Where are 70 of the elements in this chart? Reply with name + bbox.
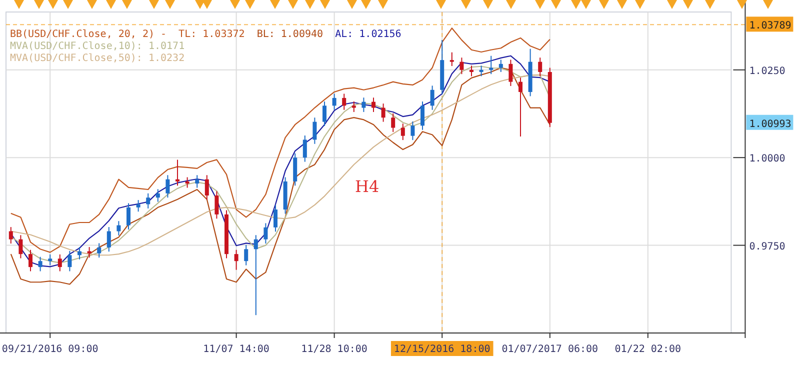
candlestick bbox=[8, 226, 13, 244]
candlestick bbox=[430, 85, 434, 110]
candlestick bbox=[362, 97, 366, 112]
x-tick-label: 01/22 02:00 bbox=[614, 344, 682, 355]
text: TL: 1.03372 bbox=[178, 29, 245, 40]
candlestick bbox=[460, 57, 464, 75]
candlestick bbox=[498, 59, 503, 72]
candlestick bbox=[106, 226, 111, 252]
candlestick bbox=[332, 93, 336, 110]
candlestick bbox=[78, 246, 82, 260]
candlestick bbox=[410, 120, 415, 141]
x-tick-label: 11/28 10:00 bbox=[301, 344, 368, 355]
candlestick bbox=[87, 246, 92, 258]
candlestick bbox=[372, 97, 376, 112]
candlestick bbox=[244, 244, 248, 266]
annotation: H4 bbox=[355, 177, 380, 196]
candlestick bbox=[234, 249, 238, 270]
candlestick bbox=[58, 254, 62, 272]
text: AL: 1.02156 bbox=[335, 29, 402, 40]
candlestick bbox=[176, 159, 180, 186]
y-tick-label: 1.0000 bbox=[749, 154, 786, 165]
candlestick bbox=[450, 52, 454, 67]
candlestick bbox=[274, 204, 278, 232]
candlestick bbox=[185, 176, 190, 188]
candlestick bbox=[18, 234, 23, 259]
candlestick bbox=[166, 174, 170, 198]
candlestick bbox=[38, 256, 42, 272]
candlestick bbox=[312, 117, 317, 144]
text: MVA(USD/CHF.Close,10): 1.0171 bbox=[10, 41, 185, 52]
candlestick bbox=[508, 59, 513, 87]
candlestick bbox=[116, 220, 121, 236]
x-tick-label: 11/07 14:00 bbox=[203, 344, 270, 355]
ref-line-label: 1.03789 bbox=[749, 20, 792, 32]
candlestick bbox=[68, 250, 72, 272]
candlestick bbox=[126, 202, 130, 230]
candlestick bbox=[489, 55, 494, 75]
candlestick bbox=[264, 222, 268, 244]
candlestick bbox=[322, 100, 326, 127]
candlestick bbox=[538, 57, 542, 77]
candlestick bbox=[518, 77, 522, 138]
candlestick bbox=[470, 65, 474, 77]
candlestick bbox=[254, 234, 258, 316]
line-series bbox=[10, 28, 550, 253]
y-tick-label: 1.0250 bbox=[749, 66, 786, 77]
x-tick-label: 09/21/2016 09:00 bbox=[2, 344, 98, 355]
y-tick-label: 0.9750 bbox=[749, 241, 786, 252]
candlestick bbox=[381, 103, 386, 122]
candlestick bbox=[195, 174, 200, 188]
x-tick-label: 12/15/2016 18:00 bbox=[394, 344, 490, 355]
candlestick bbox=[479, 65, 484, 77]
candlestick bbox=[156, 188, 160, 202]
legend-title: BB(USD/CHF.Close, 20, 2) - bbox=[10, 29, 167, 40]
candlestick bbox=[302, 134, 307, 162]
candlestick bbox=[420, 100, 424, 130]
candlestick bbox=[204, 174, 209, 200]
candlestick bbox=[293, 152, 298, 186]
candlestick bbox=[136, 200, 140, 212]
candlestick bbox=[97, 242, 102, 258]
x-tick-label: 01/07/2017 06:00 bbox=[502, 344, 598, 355]
candlestick bbox=[146, 192, 150, 209]
candlestick bbox=[352, 100, 356, 112]
candlestick bbox=[214, 190, 219, 220]
text: 1.00993 bbox=[749, 118, 792, 130]
candlestick bbox=[391, 112, 396, 132]
text: MVA(USD/CHF.Close,50): 1.0232 bbox=[10, 53, 185, 64]
candlestick bbox=[48, 254, 52, 266]
candlestick bbox=[400, 123, 405, 141]
candlestick bbox=[342, 93, 346, 110]
candlestick bbox=[28, 249, 32, 272]
text: BL: 1.00940 bbox=[256, 29, 324, 40]
